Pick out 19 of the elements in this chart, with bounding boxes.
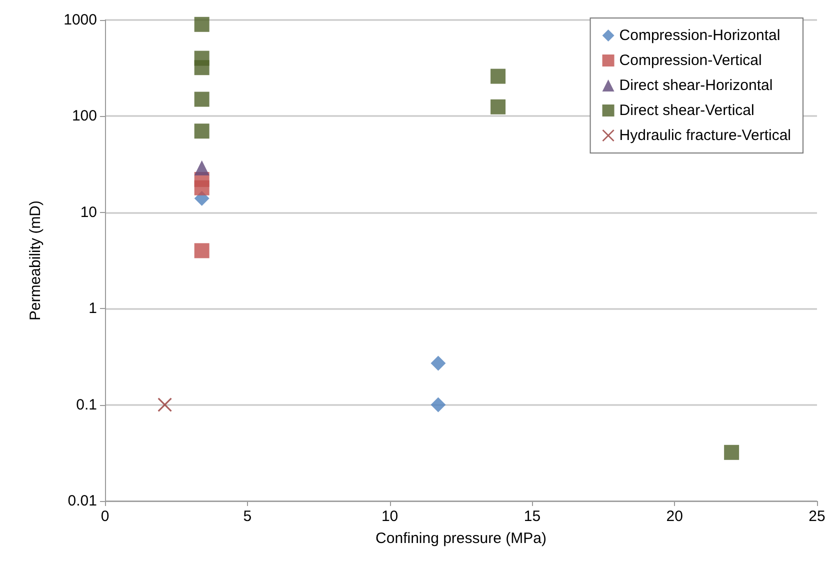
y-tick-label: 1 <box>88 300 97 318</box>
x-tick-label: 20 <box>666 508 683 525</box>
y-tick-label: 10 <box>80 204 97 221</box>
legend-label: Hydraulic fracture-Vertical <box>619 127 792 144</box>
y-tick-label: 1000 <box>64 12 97 28</box>
y-tick-label: 100 <box>72 108 97 125</box>
y-tick-label: 0.1 <box>76 396 97 414</box>
y-axis-title: Permeability (mD) <box>27 200 44 321</box>
x-tick-label: 15 <box>524 508 541 525</box>
y-tick-label: 0.01 <box>68 492 97 510</box>
x-tick-label: 10 <box>381 508 398 525</box>
x-tick-label: 0 <box>100 508 110 525</box>
x-tick-label: 5 <box>243 508 252 525</box>
legend-label: Compression-Horizontal <box>619 27 780 44</box>
x-axis-title: Confining pressure (MPa) <box>376 530 546 547</box>
legend-label: Compression-Vertical <box>619 52 762 69</box>
x-tick-label: 25 <box>808 508 826 525</box>
legend-label: Direct shear-Horizontal <box>619 77 773 94</box>
legend-label: Direct shear-Vertical <box>619 102 754 119</box>
